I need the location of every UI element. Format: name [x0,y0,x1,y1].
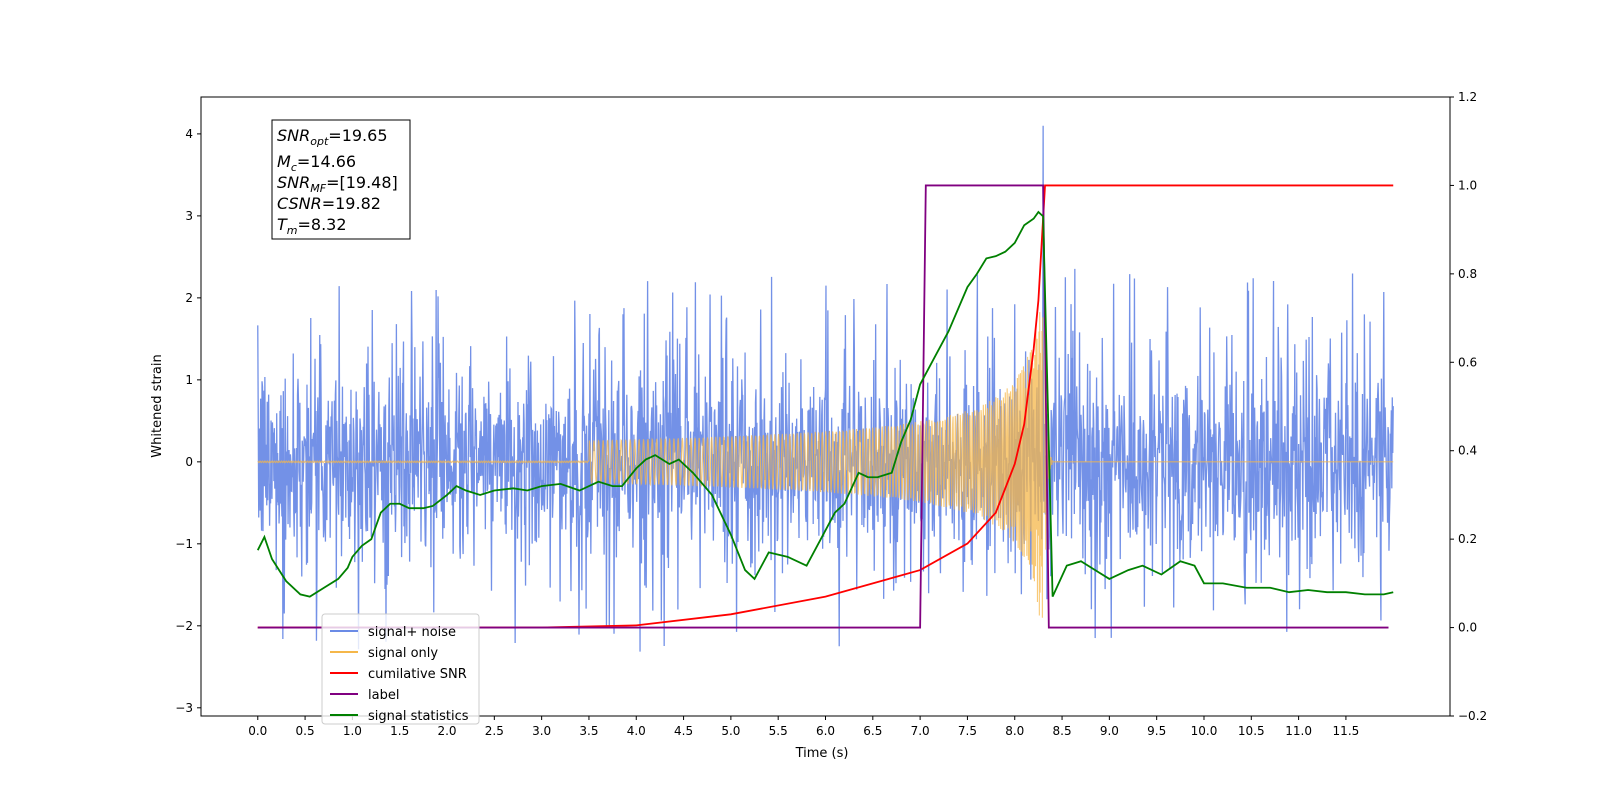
annotation-line: SNRMF=[19.48] [277,173,398,195]
legend-label: cumilative SNR [368,667,467,682]
x-tick-label: 2.0 [437,724,456,738]
series-signal-statistics [256,210,1394,598]
y-left-tick-label: 4 [185,127,193,141]
x-tick-label: 8.0 [1005,724,1024,738]
x-tick-label: 11.5 [1333,724,1360,738]
annotation-line: CSNR=19.82 [277,194,381,213]
x-tick-label: 2.5 [485,724,504,738]
y-axis-label: Whitened strain [150,354,165,457]
x-tick-label: 4.5 [674,724,693,738]
y-left-tick-label: −3 [175,701,193,715]
x-tick-label: 3.0 [532,724,551,738]
x-tick-label: 1.0 [343,724,362,738]
x-tick-label: 0.0 [248,724,267,738]
x-tick-label: 5.0 [721,724,740,738]
x-tick-label: 4.0 [627,724,646,738]
y-left-tick-label: −1 [175,537,193,551]
series-label [257,184,1389,629]
x-tick-label: 7.5 [958,724,977,738]
y-left-tick-label: 1 [185,373,193,387]
legend-label: label [368,688,399,703]
y-right-tick-label: 0.0 [1458,621,1477,635]
legend-label: signal only [368,646,438,661]
x-tick-label: 0.5 [296,724,315,738]
legend-label: signal statistics [368,709,469,724]
x-tick-label: 6.0 [816,724,835,738]
y-right-tick-label: 0.2 [1458,532,1477,546]
x-tick-label: 10.0 [1191,724,1218,738]
series-signal-noise [257,125,1394,652]
annotation-line: Mc=14.66 [277,152,356,174]
legend-items: signal+ noise signal only cumilative SNR la… [330,625,469,724]
annotation-line: Tm=8.32 [277,215,347,237]
y-left-tick-label: 3 [185,209,193,223]
annotation-box: SNRopt=19.65 Mc=14.66SNRMF=[19.48]CSNR=19… [271,119,411,240]
x-axis-ticks: 0.0 0.5 1.0 1.5 2.0 2.5 3.0 3.5 4.0 4.5 5.0 5.5 6.0 6… [248,716,1359,738]
x-tick-label: 6.5 [863,724,882,738]
x-tick-label: 3.5 [579,724,598,738]
y-right-tick-label: 1.0 [1458,178,1477,192]
x-tick-label: 9.5 [1147,724,1166,738]
y-right-tick-label: 0.6 [1458,355,1477,369]
series-cumulative-snr [257,184,1394,629]
x-tick-label: 10.5 [1238,724,1265,738]
legend-label: signal+ noise [368,625,456,640]
legend: signal+ noise signal only cumilative SNR la… [321,613,480,725]
y-axis-right-ticks: −0.2 0.0 0.2 0.4 0.6 0.8 1.0 1.2 [1450,90,1487,723]
x-tick-label: 1.5 [390,724,409,738]
x-tick-label: 5.5 [769,724,788,738]
y-axis-left-ticks: −3 −2 −1 0 1 2 3 4 [175,127,201,715]
y-right-tick-label: −0.2 [1458,709,1487,723]
series-layer [256,125,1394,652]
legend-frame [321,613,480,725]
x-tick-label: 7.0 [911,724,930,738]
x-axis-label: Time (s) [795,746,849,761]
annotation-lines: SNRopt=19.65 Mc=14.66SNRMF=[19.48]CSNR=19… [277,126,398,237]
annotation-frame [271,119,411,240]
x-tick-label: 11.0 [1285,724,1312,738]
annotation-line: SNRopt=19.65 [277,126,388,148]
x-tick-label: 8.5 [1053,724,1072,738]
y-right-tick-label: 1.2 [1458,90,1477,104]
y-left-tick-label: 0 [185,455,193,469]
series-signal-only [257,312,1394,618]
y-right-tick-label: 0.4 [1458,444,1477,458]
y-left-tick-label: 2 [185,291,193,305]
x-tick-label: 9.0 [1100,724,1119,738]
y-left-tick-label: −2 [175,619,193,633]
y-right-tick-label: 0.8 [1458,267,1477,281]
